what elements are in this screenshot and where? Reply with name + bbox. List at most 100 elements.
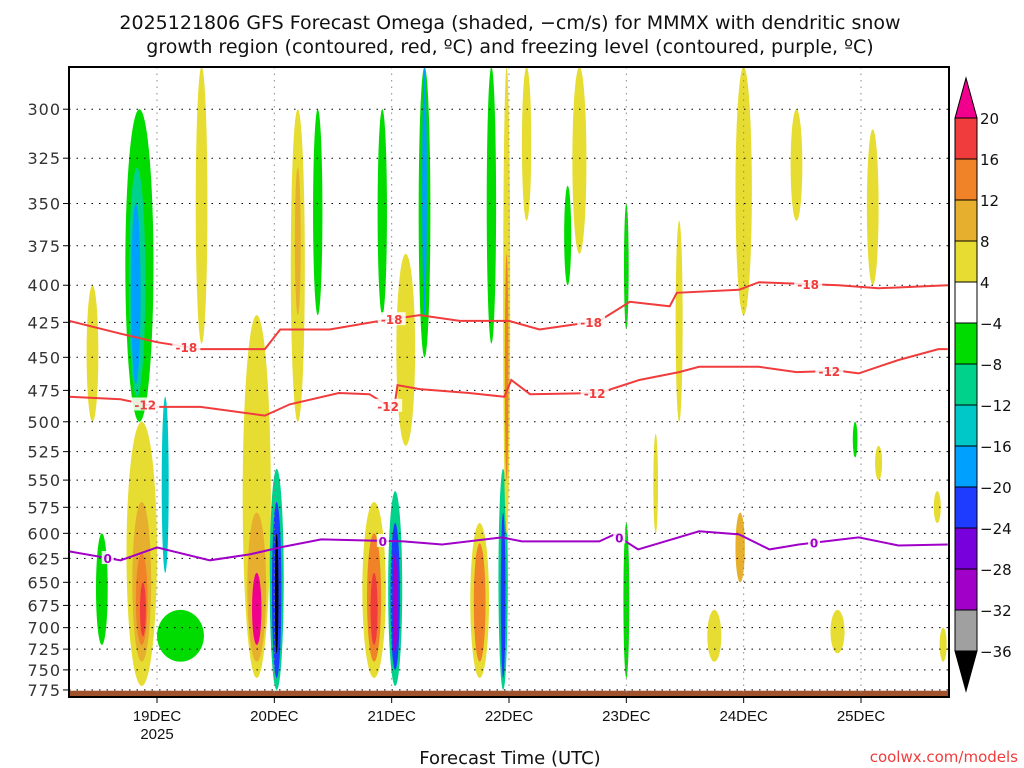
y-tick-label: 375 [27, 237, 61, 256]
colorbar-label: −16 [980, 438, 1012, 456]
omega-cell [572, 67, 587, 254]
contour-label: 0 [104, 552, 112, 566]
contour-label: -12 [134, 398, 156, 412]
colorbar-over-triangle [954, 76, 978, 119]
chart-title-line-1: 2025121806 GFS Forecast Omega (shaded, −… [119, 12, 900, 34]
omega-cell [139, 582, 146, 637]
contour-label-bg [613, 530, 626, 544]
omega-cell [866, 129, 879, 286]
contour-label: 0 [379, 535, 387, 549]
colorbar-segment [954, 486, 978, 529]
colorbar-label: 4 [980, 274, 990, 292]
omega-cell [377, 109, 387, 316]
colorbar-segment [954, 322, 978, 365]
contour-label-bg [815, 364, 844, 378]
omega-cell [852, 421, 858, 458]
colorbar-label: 12 [980, 192, 999, 210]
colorbar-label: −32 [980, 602, 1012, 620]
chart-title-line-2: growth region (contoured, red, ºC) and f… [146, 36, 873, 58]
x-tick-label: 21DEC [367, 708, 416, 725]
y-tick-label: 775 [27, 681, 61, 700]
y-tick-label: 700 [27, 619, 61, 638]
contour-label-bg [580, 386, 609, 400]
contour-label: 0 [810, 537, 818, 551]
contour-label: -12 [377, 400, 399, 414]
contour-label-bg [376, 533, 389, 547]
omega-cell [157, 609, 204, 662]
omega-cell [473, 543, 486, 662]
x-tick-label: 19DEC [133, 708, 182, 725]
y-tick-label: 750 [27, 661, 61, 680]
omega-cell [875, 445, 883, 481]
contour-label: -18 [175, 341, 197, 355]
contour-label: 0 [615, 531, 623, 545]
omega-cell [486, 67, 497, 344]
contour-label-bg [794, 277, 823, 291]
colorbar-segment [954, 281, 978, 324]
omega-cell [504, 253, 509, 481]
y-tick-label: 600 [27, 524, 61, 543]
colorbar-segment [954, 527, 978, 570]
y-tick-label: 325 [27, 149, 61, 168]
omega-cell [95, 533, 108, 645]
contour-lines: -18 -18 -18 -18 -12 -12 -12 -12 0 0 0 0 [69, 277, 948, 566]
omega-cell [521, 67, 532, 221]
surface-terrain [69, 690, 949, 697]
contour-label-bg [172, 339, 201, 353]
y-tick-label: 550 [27, 471, 61, 490]
contour-label: -18 [381, 313, 403, 327]
omega-cell [933, 491, 941, 524]
colorbar-segment [954, 199, 978, 242]
x-tick-year-label: 2025 [140, 726, 173, 743]
colorbar-label: −24 [980, 520, 1012, 538]
omega-cell [252, 572, 262, 645]
y-axis: 300 325 350 375 400 425 450 475 500 525 550 575 600 6… [27, 100, 69, 700]
credit-link[interactable]: coolwx.com/models [870, 748, 1018, 766]
omega-cell [830, 609, 845, 654]
contour-label-bg [808, 535, 821, 549]
omega-cell [422, 67, 427, 316]
y-tick-label: 400 [27, 276, 61, 295]
omega-cell [274, 533, 279, 654]
colorbar-segment [954, 117, 978, 160]
contour-label: -18 [797, 278, 819, 292]
omega-cell [939, 627, 947, 662]
contour-label: -12 [818, 365, 840, 379]
colorbar-segment [954, 404, 978, 447]
y-tick-label: 675 [27, 596, 61, 615]
colorbar-label: −36 [980, 643, 1012, 661]
omega-cell [653, 433, 659, 534]
y-tick-label: 425 [27, 313, 61, 332]
y-tick-label: 525 [27, 443, 61, 462]
contour-label-bg [577, 315, 606, 329]
omega-cell [370, 572, 378, 645]
y-tick-label: 725 [27, 640, 61, 659]
contour-label: -12 [584, 387, 606, 401]
omega-cell [392, 553, 398, 654]
colorbar-segment [954, 609, 978, 652]
omega-cell [790, 109, 803, 221]
omega-cell [735, 512, 745, 583]
omega-cell [396, 253, 416, 446]
contour-label-bg [131, 397, 160, 411]
y-tick-label: 650 [27, 573, 61, 592]
contour-line-0 [69, 530, 948, 562]
y-tick-label: 575 [27, 498, 61, 517]
colorbar-label: 20 [980, 110, 999, 128]
colorbar-label: 16 [980, 151, 999, 169]
colorbar-label: −8 [980, 356, 1002, 374]
y-tick-label: 350 [27, 195, 61, 214]
colorbar-segment [954, 158, 978, 201]
terrain-band [69, 690, 949, 697]
omega-cell [675, 220, 683, 422]
colorbar-label: 8 [980, 233, 990, 251]
grid-lines [69, 67, 949, 697]
omega-cell [131, 203, 141, 384]
y-tick-label: 300 [27, 100, 61, 119]
y-tick-label: 475 [27, 381, 61, 400]
colorbar-segment [954, 568, 978, 611]
colorbar-segment [954, 240, 978, 283]
omega-cell [564, 185, 572, 286]
colorbar-label: −4 [980, 315, 1002, 333]
